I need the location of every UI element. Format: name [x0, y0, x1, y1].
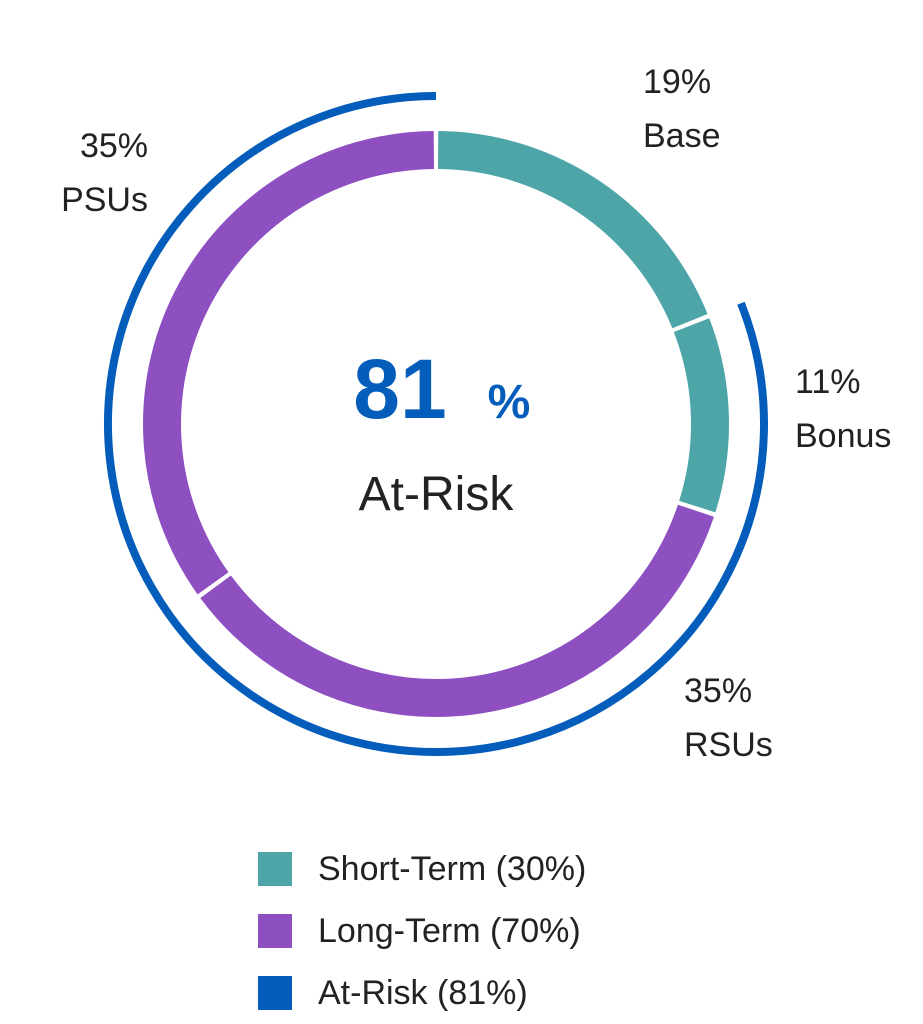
segment-label-value-psus: 35% [80, 127, 148, 165]
legend-swatch-at-risk [258, 976, 292, 1010]
legend-swatch-short-term [258, 852, 292, 886]
segment-label-name-base: Base [643, 117, 721, 155]
segment-label-value-rsus: 35% [684, 672, 752, 710]
segment-label-name-bonus: Bonus [795, 417, 891, 455]
segment-bonus [673, 318, 729, 513]
legend-item-long-term: Long-Term (70%) [258, 900, 586, 962]
legend-label-short-term: Short-Term (30%) [318, 849, 587, 888]
legend-label-long-term: Long-Term (70%) [318, 911, 581, 950]
center-unit: % [488, 376, 531, 429]
donut-segments [143, 131, 729, 717]
segment-label-value-base: 19% [643, 63, 711, 101]
segment-label-value-bonus: 11% [795, 363, 861, 401]
legend-swatch-long-term [258, 914, 292, 948]
segment-label-name-rsus: RSUs [684, 726, 773, 764]
legend-item-at-risk: At-Risk (81%) [258, 962, 586, 1024]
segment-base [437, 131, 708, 329]
segment-labels: 19% Base 11% Bonus 35% RSUs 35% PSUs [61, 63, 891, 764]
center-value: 81 [353, 342, 446, 436]
legend-label-at-risk: At-Risk (81%) [318, 973, 528, 1012]
center-caption: At-Risk [359, 468, 515, 521]
segment-label-name-psus: PSUs [61, 181, 148, 219]
outer-arc-at-risk [104, 92, 768, 756]
outer-arc-layer [104, 92, 768, 756]
center-label: 81 % At-Risk [353, 342, 530, 521]
segment-rsus [200, 504, 714, 717]
segment-psus [143, 131, 435, 595]
legend-item-short-term: Short-Term (30%) [258, 838, 586, 900]
legend: Short-Term (30%) Long-Term (70%) At-Risk… [258, 838, 586, 1024]
